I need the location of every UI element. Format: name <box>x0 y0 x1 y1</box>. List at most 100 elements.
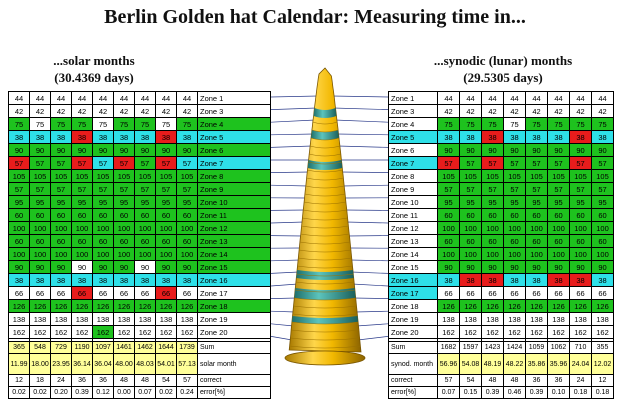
zone-cell: 90 <box>113 260 135 274</box>
zone-cell: 38 <box>591 130 614 144</box>
zone-cell: 57 <box>71 156 93 170</box>
zone-cell: 57 <box>71 182 93 196</box>
zone-row: Zone 16 38 38 38 38 38 38 38 38 <box>388 273 614 287</box>
zone-row: 95 95 95 95 95 95 95 95 95 Zone 10 <box>8 195 271 209</box>
zone-label: Zone 8 <box>388 169 438 183</box>
zone-row: 38 38 38 38 38 38 38 38 38 Zone 5 <box>8 130 271 144</box>
zone-row: 66 66 66 66 66 66 66 66 66 Zone 17 <box>8 286 271 300</box>
zone-label: Zone 9 <box>197 182 271 196</box>
zone-cell: 162 <box>71 325 93 339</box>
zone-cell: 66 <box>569 286 592 300</box>
zone-cell: 126 <box>155 299 177 313</box>
zone-row: Zone 13 60 60 60 60 60 60 60 60 <box>388 234 614 248</box>
zone-cell: 42 <box>8 104 30 118</box>
zone-cell: 100 <box>29 221 51 235</box>
zone-cell: 38 <box>71 130 93 144</box>
zone-cell: 100 <box>71 247 93 261</box>
zone-row: 100 100 100 100 100 100 100 100 100 Zone 14 <box>8 247 271 261</box>
zone-cell: 44 <box>155 91 177 105</box>
zone-cell: 57 <box>569 156 592 170</box>
stats-cell: 0.12 <box>92 386 114 399</box>
stats-cell: 0.20 <box>50 386 72 399</box>
zone-cell: 38 <box>113 273 135 287</box>
zone-row: Zone 20 162 162 162 162 162 162 162 162 <box>388 325 614 339</box>
stats-cell: 54.08 <box>459 353 482 375</box>
zone-cell: 57 <box>525 156 548 170</box>
zone-cell: 38 <box>503 130 526 144</box>
zone-cell: 57 <box>459 156 482 170</box>
zone-cell: 90 <box>569 143 592 157</box>
stats-cell: 0.46 <box>503 386 526 399</box>
zone-cell: 95 <box>569 195 592 209</box>
stats-cell: 48 <box>503 374 526 387</box>
zone-cell: 38 <box>50 130 72 144</box>
zone-cell: 95 <box>113 195 135 209</box>
zone-cell: 100 <box>92 221 114 235</box>
right-heading-line2: (29.5305 days) <box>463 70 543 85</box>
zone-cell: 138 <box>459 312 482 326</box>
zone-label: Zone 17 <box>388 286 438 300</box>
zone-cell: 162 <box>437 325 460 339</box>
zone-cell: 66 <box>176 286 198 300</box>
zone-label: Zone 12 <box>197 221 271 235</box>
zone-label: Zone 5 <box>388 130 438 144</box>
zone-cell: 75 <box>134 117 156 131</box>
stats-cell: 48.03 <box>134 353 156 375</box>
stats-cell: 0.39 <box>481 386 504 399</box>
zone-label: Zone 6 <box>388 143 438 157</box>
zone-cell: 105 <box>113 169 135 183</box>
zone-cell: 57 <box>155 156 177 170</box>
zone-cell: 126 <box>50 299 72 313</box>
zone-cell: 100 <box>437 221 460 235</box>
stats-row-error: 0.02 0.02 0.20 0.39 0.12 0.00 0.07 0.02 0.24 erro… <box>8 386 271 399</box>
stats-cell: 1097 <box>92 341 114 354</box>
zone-cell: 57 <box>8 156 30 170</box>
zone-cell: 90 <box>71 260 93 274</box>
stats-cell: 1682 <box>437 341 460 354</box>
zone-cell: 95 <box>459 195 482 209</box>
zone-cell: 126 <box>92 299 114 313</box>
zone-cell: 126 <box>525 299 548 313</box>
zone-cell: 100 <box>113 247 135 261</box>
stats-cell: 24.04 <box>569 353 592 375</box>
zone-cell: 105 <box>547 169 570 183</box>
zone-cell: 105 <box>525 169 548 183</box>
zone-cell: 90 <box>525 260 548 274</box>
stats-cell: 36.14 <box>71 353 93 375</box>
zone-cell: 42 <box>92 104 114 118</box>
zone-cell: 100 <box>155 221 177 235</box>
stats-cell: 11.99 <box>8 353 30 375</box>
zone-row: Zone 18 126 126 126 126 126 126 126 126 <box>388 299 614 313</box>
zone-row: 126 126 126 126 126 126 126 126 126 Zone 18 <box>8 299 271 313</box>
zone-cell: 105 <box>591 169 614 183</box>
stats-cell: 0.39 <box>525 386 548 399</box>
zone-cell: 60 <box>459 208 482 222</box>
zone-row: Zone 1 44 44 44 44 44 44 44 44 <box>388 91 614 105</box>
zone-cell: 90 <box>71 143 93 157</box>
zone-row: Zone 4 75 75 75 75 75 75 75 75 <box>388 117 614 131</box>
zone-cell: 162 <box>50 325 72 339</box>
zone-cell: 100 <box>481 247 504 261</box>
zone-cell: 60 <box>481 208 504 222</box>
zone-cell: 138 <box>503 312 526 326</box>
zone-cell: 44 <box>459 91 482 105</box>
zone-cell: 95 <box>8 195 30 209</box>
zone-cell: 38 <box>569 273 592 287</box>
zone-cell: 44 <box>8 91 30 105</box>
zone-label: Zone 13 <box>197 234 271 248</box>
zone-cell: 138 <box>155 312 177 326</box>
zone-cell: 95 <box>503 195 526 209</box>
zone-cell: 95 <box>92 195 114 209</box>
zone-cell: 162 <box>113 325 135 339</box>
zone-row: 105 105 105 105 105 105 105 105 105 Zone 8 <box>8 169 271 183</box>
zone-label: Zone 4 <box>197 117 271 131</box>
zone-cell: 66 <box>481 286 504 300</box>
stats-cell: 0.00 <box>113 386 135 399</box>
stats-label: error[%] <box>197 386 271 399</box>
zone-cell: 44 <box>50 91 72 105</box>
zone-cell: 126 <box>113 299 135 313</box>
zone-cell: 38 <box>459 273 482 287</box>
zone-cell: 42 <box>459 104 482 118</box>
zone-label: Zone 7 <box>388 156 438 170</box>
zone-cell: 60 <box>176 208 198 222</box>
